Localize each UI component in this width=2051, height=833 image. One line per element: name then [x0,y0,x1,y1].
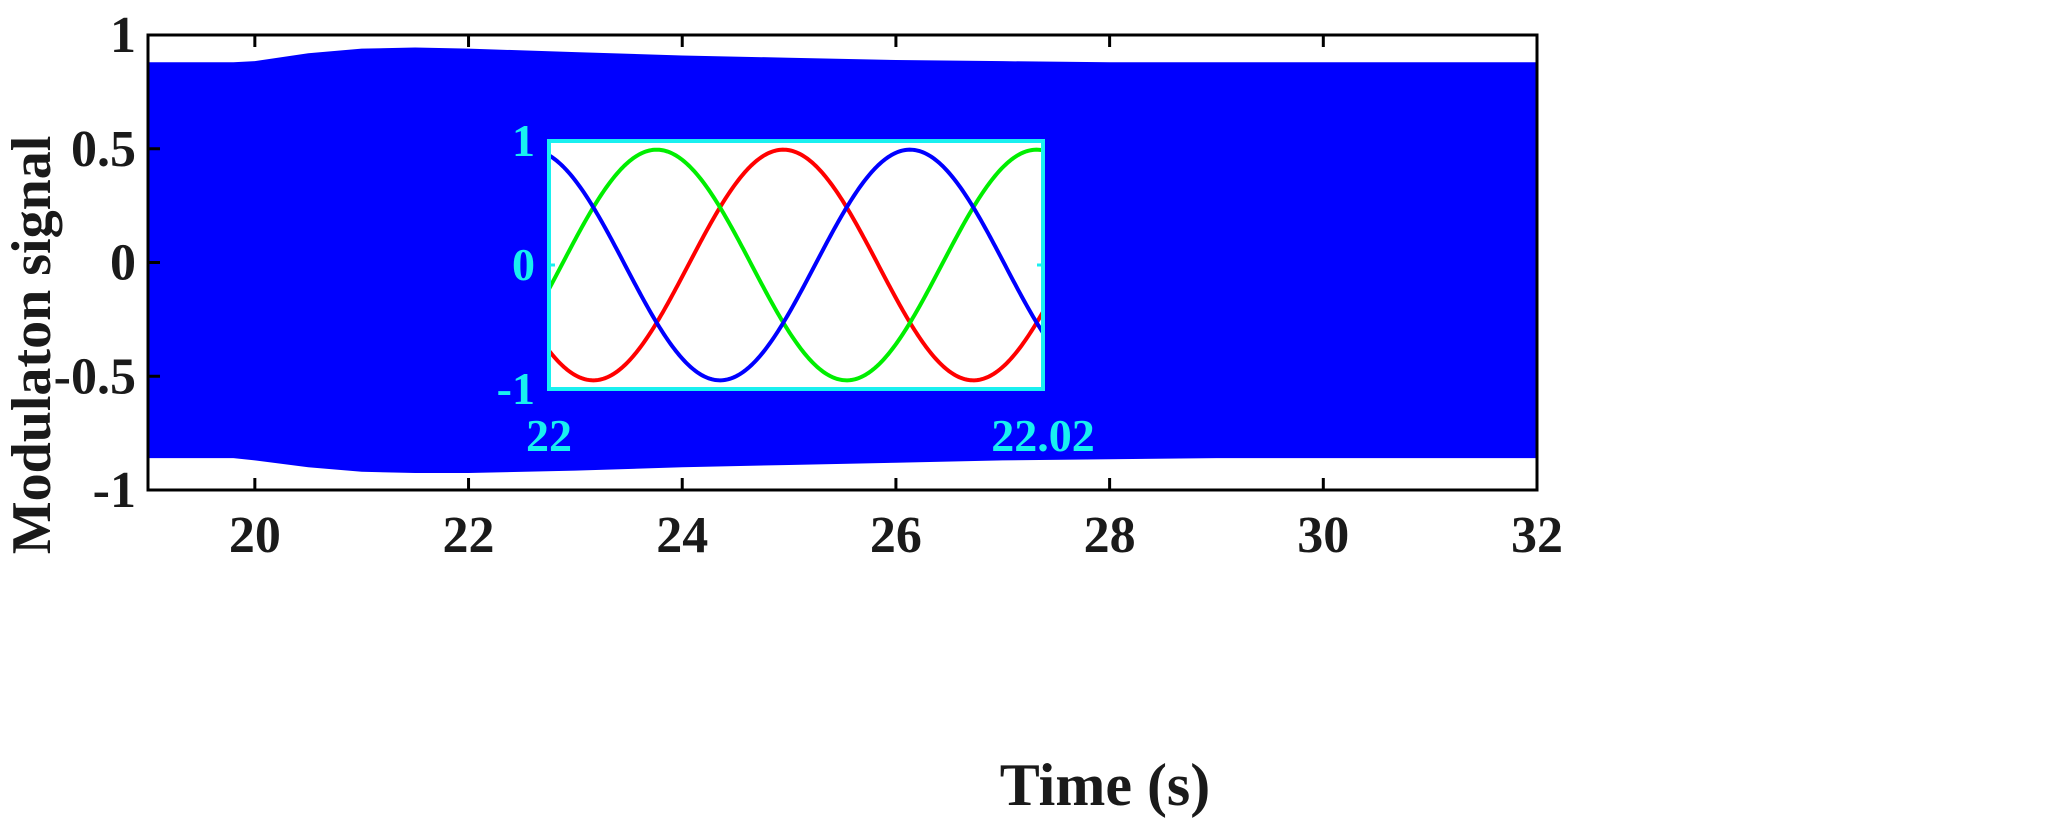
inset-y-axis: 1 0 -1 [497,115,1043,414]
inset-y-tick-label: 0 [512,239,535,290]
phase-a-red-line [547,147,1045,383]
x-tick-label: 28 [1084,507,1136,564]
inset-x-tick-label: 22.02 [991,410,1095,461]
inset-plot: 1 0 -1 22 22.02 [497,115,1095,461]
main-y-axis: 1 0.5 0 -0.5 -1 [54,7,160,519]
main-x-axis: 20 22 24 26 28 30 32 [229,35,1563,564]
x-tick-label: 30 [1297,507,1349,564]
inset-y-tick-label: -1 [497,363,535,414]
inset-x-axis: 22 22.02 [526,410,1095,461]
x-tick-label: 20 [229,507,281,564]
inset-series-group [547,147,1045,383]
y-tick-label: 0 [110,235,136,292]
y-tick-label: -1 [93,462,136,519]
inset-background [549,141,1043,389]
y-tick-label: 1 [110,7,136,64]
inset-y-tick-label: 1 [512,115,535,166]
x-tick-label: 26 [870,507,922,564]
inset-x-tick-label: 22 [526,410,572,461]
y-tick-label: -0.5 [54,348,136,405]
y-tick-label: 0.5 [71,121,136,178]
phase-c-blue-line [547,147,1045,383]
phase-b-green-line [547,147,1044,383]
x-axis-label: Time (s) [1000,752,1211,818]
x-tick-label: 32 [1511,507,1563,564]
x-tick-label: 22 [443,507,495,564]
y-axis-label: Modulaton signal [1,136,63,555]
x-tick-label: 24 [656,507,708,564]
